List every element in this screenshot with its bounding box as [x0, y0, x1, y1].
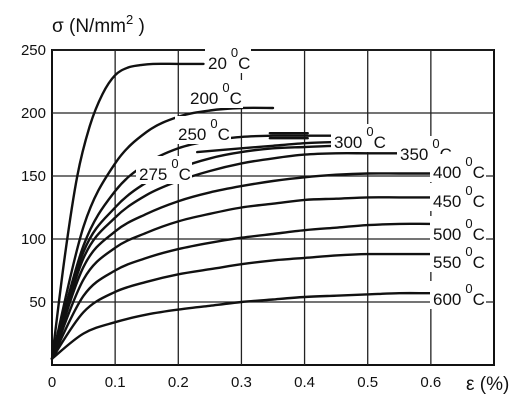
curve-label-unit: C: [473, 163, 485, 182]
grid-layer: [51, 49, 495, 366]
curve-label-unit: C: [238, 54, 250, 73]
curve-label-value: 350: [400, 145, 428, 164]
curve-label-degree: 0: [465, 183, 472, 198]
y-axis-title-main: σ (N/mm: [52, 16, 126, 37]
y-tick-label: 250: [21, 42, 46, 59]
curve-label-500C: 500 0C: [430, 216, 486, 244]
curve-label-bg: [205, 45, 251, 73]
curve-label-value: 200: [190, 89, 218, 108]
x-tick-label: 0: [48, 374, 56, 391]
curve-550C: [50, 252, 470, 360]
curve-label-bg: [187, 80, 243, 108]
curve-label-bg: [175, 116, 231, 144]
curve-label-20C: 20 0C: [205, 45, 251, 73]
curve-label-value: 250: [178, 125, 206, 144]
curve-600C: [50, 291, 470, 360]
x-tick-label: 0.4: [294, 374, 315, 391]
curve-label-text: 600 0C: [433, 281, 485, 309]
curve-label-text: 250 0C: [178, 116, 230, 144]
curve-label-degree: 0: [432, 136, 439, 151]
curve-label-bg: [430, 281, 486, 309]
curve-label-unit: C: [374, 133, 386, 152]
curve-label-unit: C: [473, 225, 485, 244]
curve-label-text: 500 0C: [433, 216, 485, 244]
plot-frame: [51, 49, 495, 366]
curve-label-bg: [430, 183, 486, 211]
curve-350C: [50, 152, 401, 360]
curve-label-200C: 200 0C: [187, 80, 243, 108]
curve-300C: [50, 144, 369, 360]
curve-label-degree: 0: [171, 156, 178, 171]
curve-label-bg: [331, 124, 387, 152]
curve-20C: [50, 62, 205, 360]
curve-label-400C: 400 0C: [430, 154, 486, 182]
curve-200C: [50, 106, 275, 360]
curve-label-layer: 200C2000C2500C3000C3500C2750C4000C4500C5…: [136, 45, 486, 309]
curve-label-text: 550 0C: [433, 244, 485, 272]
curve-label-value: 450: [433, 192, 461, 211]
curve-label-bg: [430, 216, 486, 244]
x-axis-title: ε (%): [466, 374, 509, 395]
y-tick-label: 200: [21, 105, 46, 122]
curve-label-degree: 0: [465, 216, 472, 231]
curve-label-unit: C: [218, 125, 230, 144]
curve-label-unit: C: [473, 290, 485, 309]
curve-label-text: 450 0C: [433, 183, 485, 211]
curve-label-bg: [136, 156, 192, 184]
curve-label-unit: C: [230, 89, 242, 108]
curve-250C: [50, 134, 338, 360]
curve-label-275C: 275 0C: [136, 156, 192, 184]
curve-label-text: 400 0C: [433, 154, 485, 182]
curve-label-300C: 300 0C: [331, 124, 387, 152]
curve-label-unit: C: [473, 192, 485, 211]
x-tick-label: 0.3: [231, 374, 252, 391]
curve-label-degree: 0: [210, 116, 217, 131]
x-tick-label: 0.1: [105, 374, 126, 391]
curve-label-550C: 550 0C: [430, 244, 486, 272]
curve-layer: [50, 62, 470, 360]
curve-275C: [196, 140, 338, 154]
curve-label-value: 300: [334, 133, 362, 152]
x-tick-label: 0.5: [357, 374, 378, 391]
y-tick-label: 50: [29, 294, 46, 311]
curve-label-degree: 0: [465, 244, 472, 259]
y-tick-label: 150: [21, 168, 46, 185]
y-tick-label: 100: [21, 231, 46, 248]
curve-label-value: 20: [208, 54, 227, 73]
curve-label-unit: C: [473, 253, 485, 272]
curve-label-text: 20 0C: [208, 45, 250, 73]
x-tick-label: 0.2: [168, 374, 189, 391]
curve-label-unit: C: [179, 165, 191, 184]
curve-label-text: 200 0C: [190, 80, 242, 108]
curve-label-degree: 0: [465, 154, 472, 169]
y-axis-title: σ (N/mm2 ): [52, 12, 145, 37]
y-axis-title-sup: 2: [126, 12, 133, 27]
curve-label-degree: 0: [465, 281, 472, 296]
curve-label-degree: 0: [222, 80, 229, 95]
curve-label-bg: [430, 244, 486, 272]
curve-label-text: 300 0C: [334, 124, 386, 152]
x-tick-label: 0.6: [420, 374, 441, 391]
curve-label-value: 550: [433, 253, 461, 272]
curve-label-value: 600: [433, 290, 461, 309]
curve-label-value: 275: [139, 165, 167, 184]
curve-450C: [50, 196, 470, 360]
curve-label-bg: [430, 154, 486, 182]
curve-label-450C: 450 0C: [430, 183, 486, 211]
curve-label-degree: 0: [366, 124, 373, 139]
curve-label-250C: 250 0C: [175, 116, 231, 144]
curve-label-600C: 600 0C: [430, 281, 486, 309]
curve-400C: [50, 172, 470, 360]
curve-label-degree: 0: [231, 45, 238, 60]
y-axis-title-close: ): [133, 16, 145, 37]
curve-label-value: 400: [433, 163, 461, 182]
curve-label-text: 275 0C: [139, 156, 191, 184]
curve-500C: [50, 222, 470, 360]
curve-label-value: 500: [433, 225, 461, 244]
